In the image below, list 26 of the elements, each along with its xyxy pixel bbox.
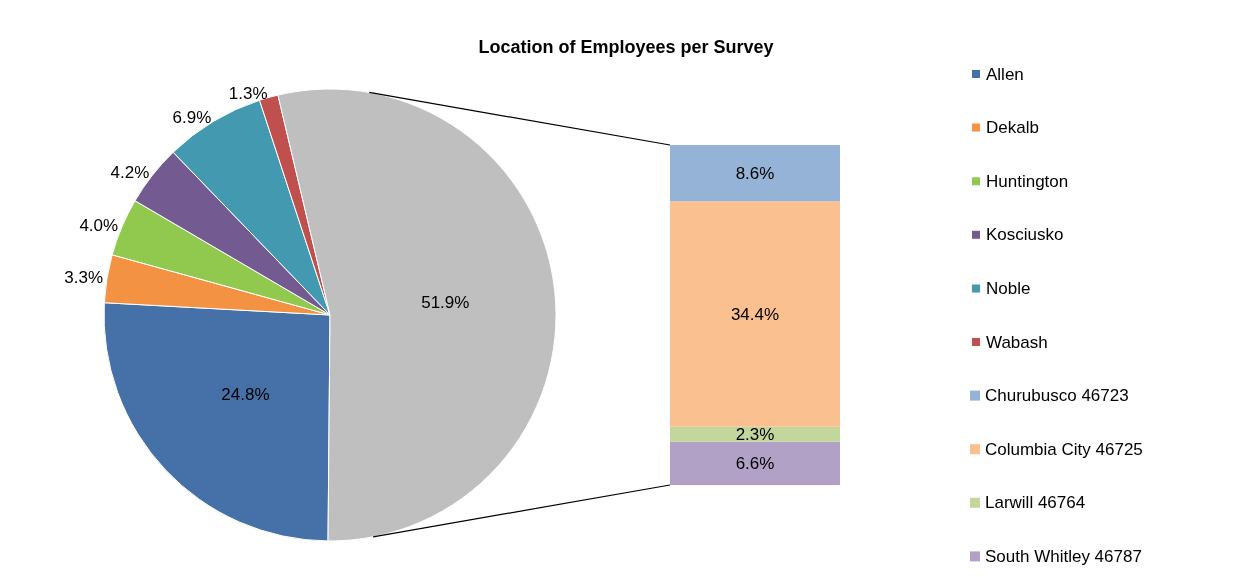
legend-label: Allen bbox=[986, 64, 1024, 84]
legend-label: Columbia City 46725 bbox=[985, 439, 1143, 459]
data-label: 6.9% bbox=[172, 108, 212, 128]
data-label: 4.0% bbox=[79, 215, 119, 235]
legend-label: Larwill 46764 bbox=[985, 493, 1086, 513]
bar bbox=[670, 426, 840, 442]
legend-label: Huntington bbox=[986, 171, 1069, 191]
data-label: 6.6% bbox=[735, 453, 775, 473]
legend-label: Wabash bbox=[986, 332, 1048, 352]
legend-label: Noble bbox=[986, 278, 1031, 298]
chart-title: Location of Employees per Survey bbox=[478, 37, 774, 57]
bar bbox=[670, 201, 840, 427]
data-label: 3.3% bbox=[64, 268, 104, 288]
data-label: 8.6% bbox=[735, 163, 775, 183]
legend-label: Churubusco 46723 bbox=[985, 386, 1129, 406]
bar bbox=[670, 145, 840, 202]
data-label: 51.9% bbox=[421, 292, 470, 312]
legend-label: South Whitley 46787 bbox=[985, 546, 1142, 566]
data-label: 4.2% bbox=[110, 163, 150, 183]
data-label: 24.8% bbox=[221, 384, 270, 404]
data-label: 2.3% bbox=[735, 424, 775, 444]
legend-label: Dekalb bbox=[986, 118, 1039, 138]
data-label: 1.3% bbox=[228, 84, 268, 104]
legend-label: Kosciusko bbox=[986, 225, 1064, 245]
bar bbox=[670, 441, 840, 485]
data-label: 34.4% bbox=[730, 304, 780, 324]
